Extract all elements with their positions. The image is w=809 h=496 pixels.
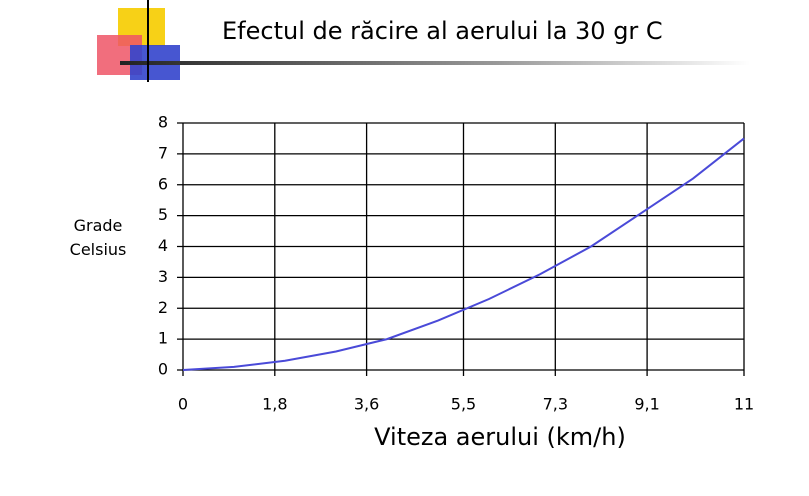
y-tick-label: 0 (158, 360, 168, 379)
y-tick-label: 6 (158, 174, 168, 193)
x-tick-label: 9,1 (634, 395, 659, 414)
x-tick-label: 0 (178, 395, 188, 414)
y-axis-label: Grade Celsius (69, 216, 127, 259)
data-line (182, 137, 745, 371)
chart-title: Efectul de răcire al aerului la 30 gr C (222, 17, 663, 45)
y-tick-label: 2 (158, 298, 168, 317)
y-tick-label: 5 (158, 205, 168, 224)
y-tick-label: 8 (158, 113, 168, 132)
x-axis-label: Viteza aerului (km/h) (374, 423, 626, 451)
x-tick-label: 3,6 (354, 395, 379, 414)
y-tick-label: 3 (158, 267, 168, 286)
y-tick-label: 4 (158, 236, 168, 255)
x-tick-label: 7,3 (543, 395, 568, 414)
x-tick-label: 11 (734, 395, 754, 414)
y-tick-label: 7 (158, 143, 168, 162)
x-tick-label: 1,8 (262, 395, 287, 414)
deco-rule (120, 61, 750, 65)
y-tick-label: 1 (158, 329, 168, 348)
x-tick-label: 5,5 (451, 395, 476, 414)
